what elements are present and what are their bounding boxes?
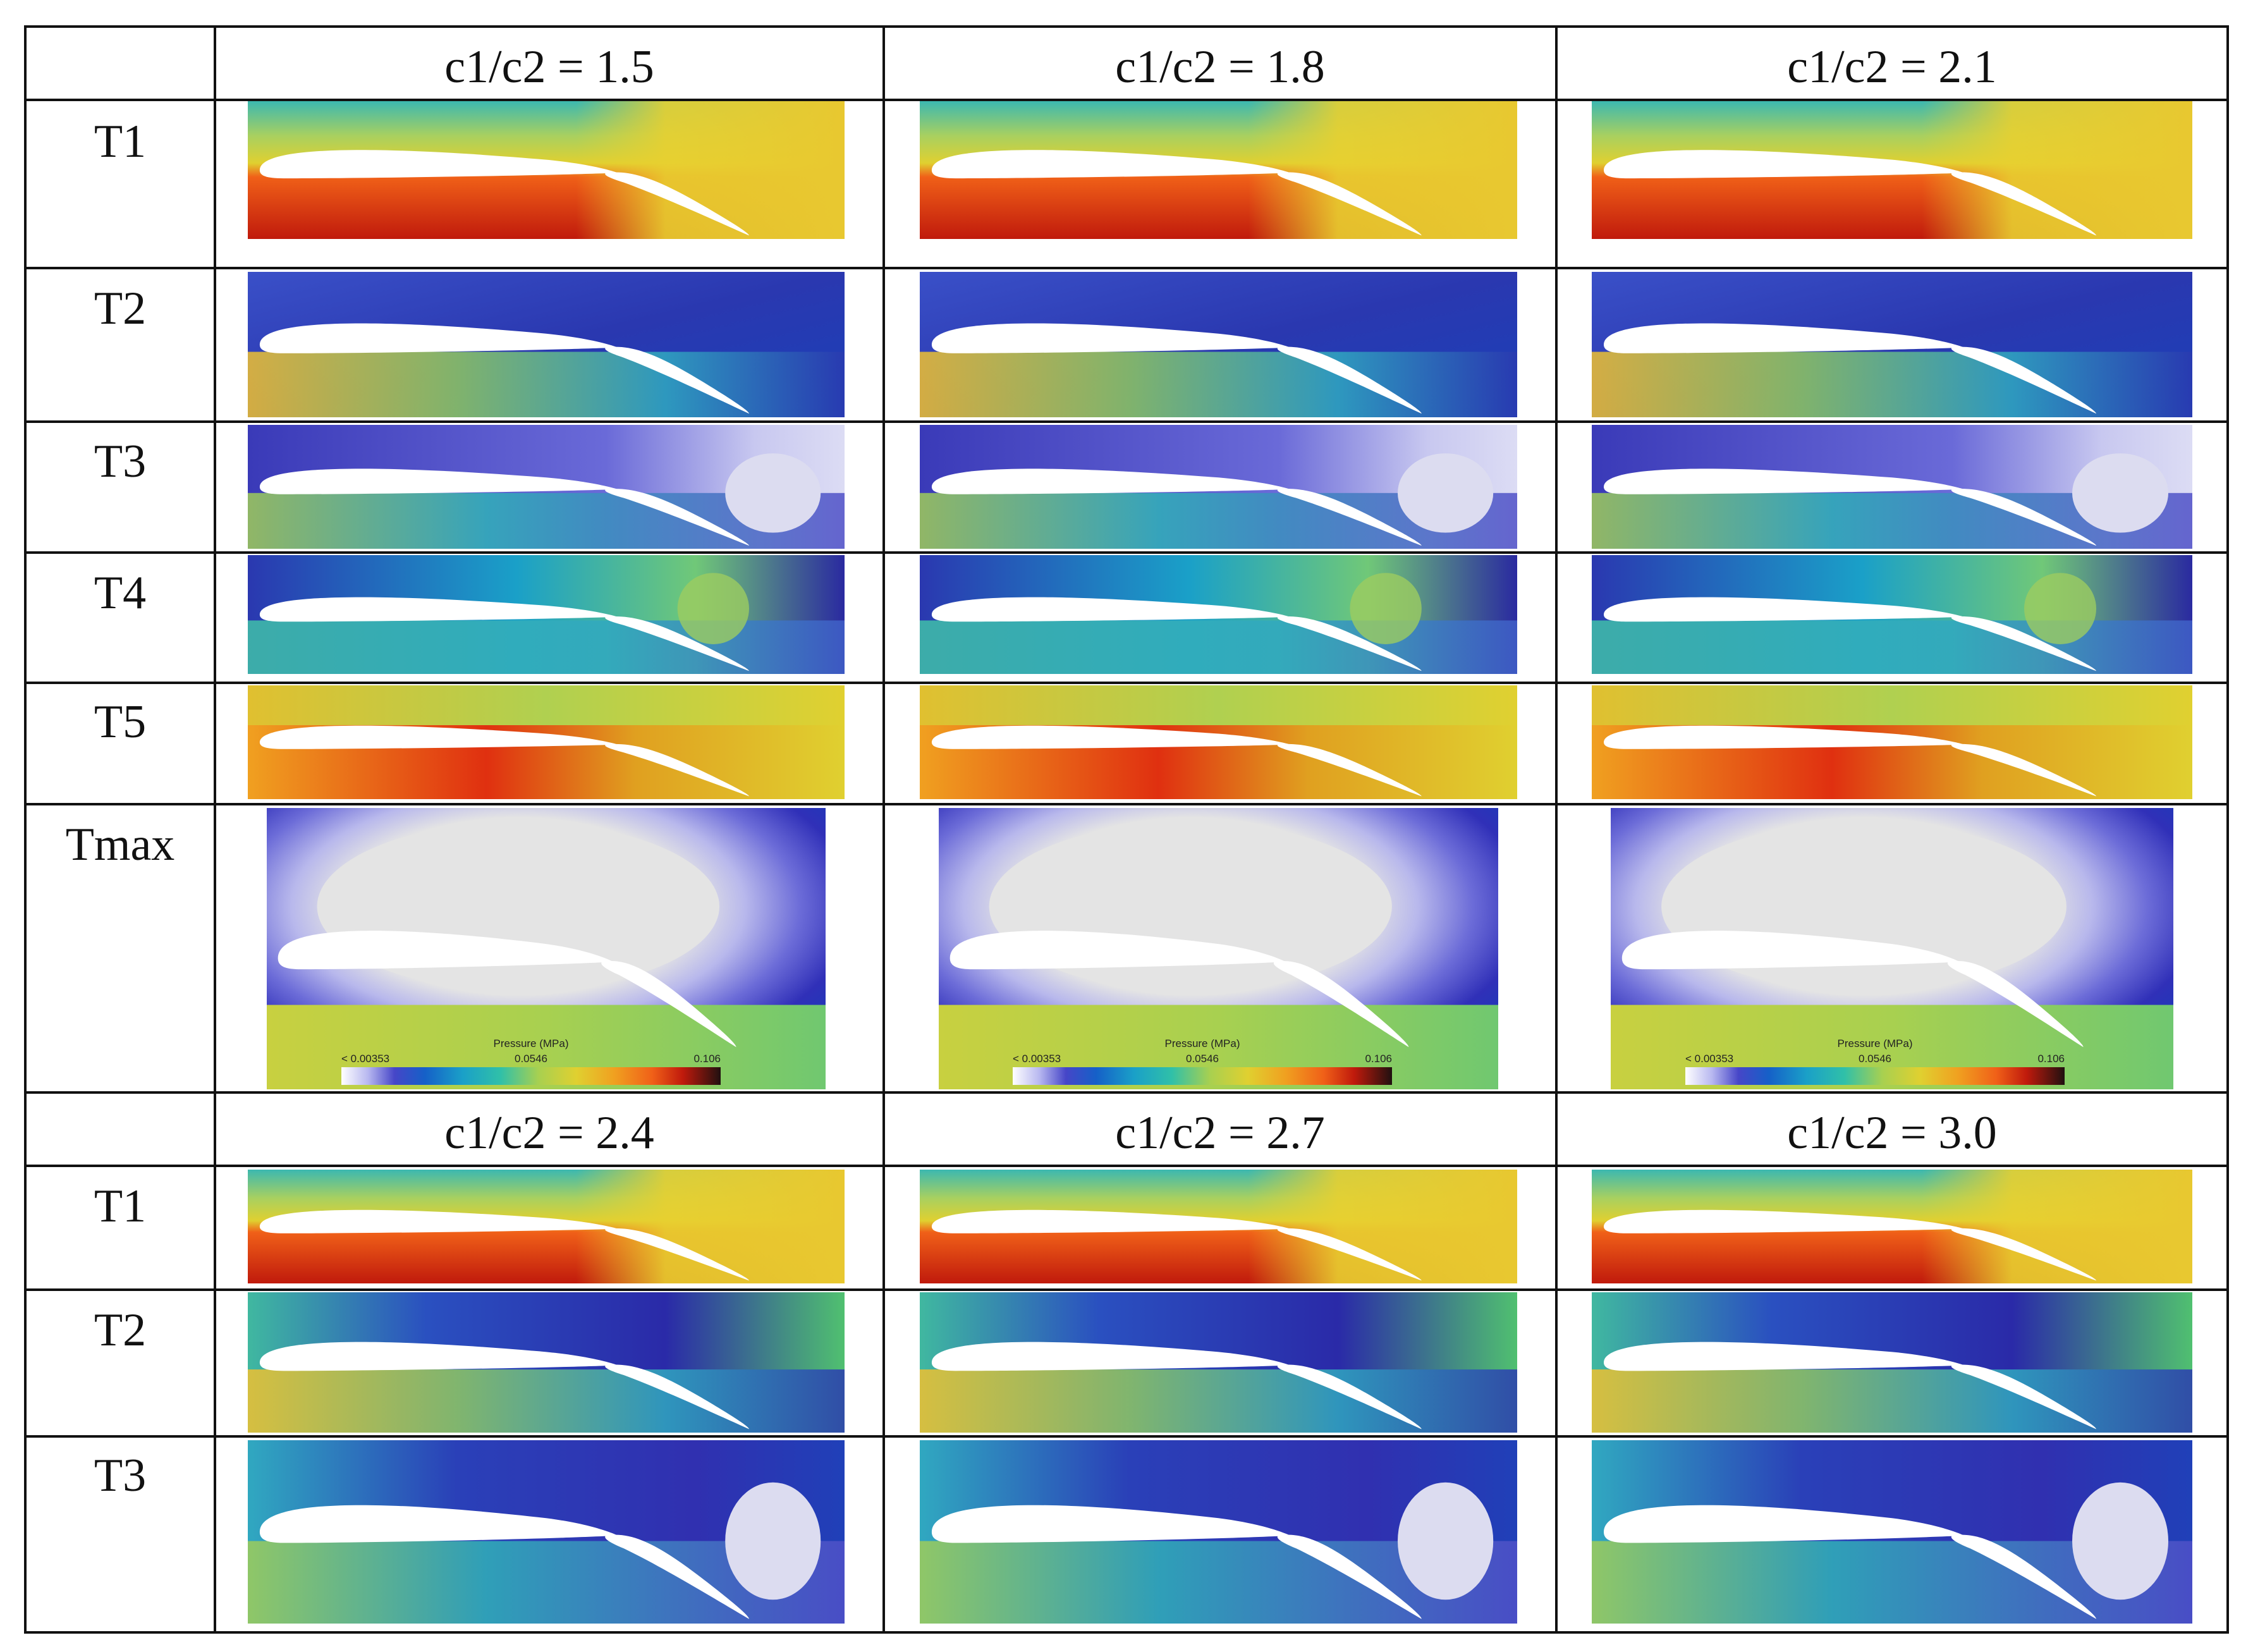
contour-panel (248, 685, 845, 799)
row-label: T2 (94, 283, 146, 334)
contour-panel (920, 272, 1517, 417)
legend-min-label: < 0.00353 (1013, 1053, 1061, 1065)
top-column-headers: c1/c2 = 1.5 c1/c2 = 1.8 c1/c2 = 2.1 (444, 41, 1996, 93)
table-grid (24, 25, 2229, 1634)
bottom-column-headers: c1/c2 = 2.4 c1/c2 = 2.7 c1/c2 = 3.0 (444, 1107, 1996, 1159)
row-label: Tmax (66, 819, 175, 871)
contour-panel (920, 425, 1517, 549)
pressure-legend: Pressure (MPa) < 0.00353 0.0546 0.106 (341, 1037, 721, 1085)
row-label: T5 (94, 696, 146, 748)
contour-panel (1592, 1440, 2192, 1624)
legend-mid-label: 0.0546 (515, 1053, 547, 1065)
contour-panel (920, 1292, 1517, 1433)
contour-panel (248, 425, 845, 549)
row-label: T4 (94, 567, 146, 619)
contour-panel (267, 808, 826, 1089)
legend-min-label: < 0.00353 (341, 1053, 389, 1065)
contour-panel (920, 1170, 1517, 1283)
row-label: T3 (94, 1450, 146, 1502)
contour-panel (1592, 685, 2192, 799)
legend-max-label: 0.106 (693, 1053, 721, 1065)
legend-colorbar (341, 1067, 721, 1085)
legend-title: Pressure (MPa) (493, 1037, 568, 1049)
column-header: c1/c2 = 2.4 (444, 1107, 654, 1159)
contour-panel (1592, 101, 2192, 239)
top-row-labels: T1 T2 T3 T4 T5 Tmax (66, 116, 175, 871)
contour-panel (248, 555, 845, 674)
contour-panel (920, 1440, 1517, 1624)
legend-max-label: 0.106 (1365, 1053, 1392, 1065)
legend-max-label: 0.106 (2037, 1053, 2065, 1065)
row-label: T1 (94, 1180, 146, 1232)
legend-colorbar (1013, 1067, 1392, 1085)
bottom-row-labels: T1 T2 T3 (94, 1180, 146, 1502)
row-label: T3 (94, 436, 146, 487)
contour-panel (248, 1292, 845, 1433)
contour-panel (1592, 1292, 2192, 1433)
contour-panel (248, 1170, 845, 1283)
column-header: c1/c2 = 3.0 (1787, 1107, 1996, 1159)
contour-panel (1592, 272, 2192, 417)
row-label: T1 (94, 116, 146, 168)
row-label: T2 (94, 1304, 146, 1356)
column-header: c1/c2 = 2.7 (1115, 1107, 1324, 1159)
legend-title: Pressure (MPa) (1164, 1037, 1240, 1049)
contour-panel (248, 101, 845, 239)
legend-title: Pressure (MPa) (1837, 1037, 1912, 1049)
pressure-legend: Pressure (MPa) < 0.00353 0.0546 0.106 (1013, 1037, 1392, 1085)
contour-panel (248, 272, 845, 417)
pressure-legend: Pressure (MPa) < 0.00353 0.0546 0.106 (1685, 1037, 2065, 1085)
legend-min-label: < 0.00353 (1685, 1053, 1733, 1065)
contour-panel (1592, 555, 2192, 674)
column-header: c1/c2 = 1.8 (1115, 41, 1324, 93)
legend-mid-label: 0.0546 (1859, 1053, 1891, 1065)
contour-panel (248, 1440, 845, 1624)
contour-panels (248, 101, 2192, 1624)
pressure-legends: Pressure (MPa)< 0.00353 0.0546 0.106Pressu… (341, 1037, 2065, 1085)
legend-colorbar (1685, 1067, 2065, 1085)
contour-panel (1611, 808, 2173, 1089)
column-header: c1/c2 = 2.1 (1787, 41, 1996, 93)
contour-panel (1592, 1170, 2192, 1283)
contour-panel (920, 555, 1517, 674)
column-header: c1/c2 = 1.5 (444, 41, 654, 93)
contour-panel (920, 101, 1517, 239)
contour-panel (1592, 425, 2192, 549)
legend-mid-label: 0.0546 (1186, 1053, 1219, 1065)
contour-panel (920, 685, 1517, 799)
